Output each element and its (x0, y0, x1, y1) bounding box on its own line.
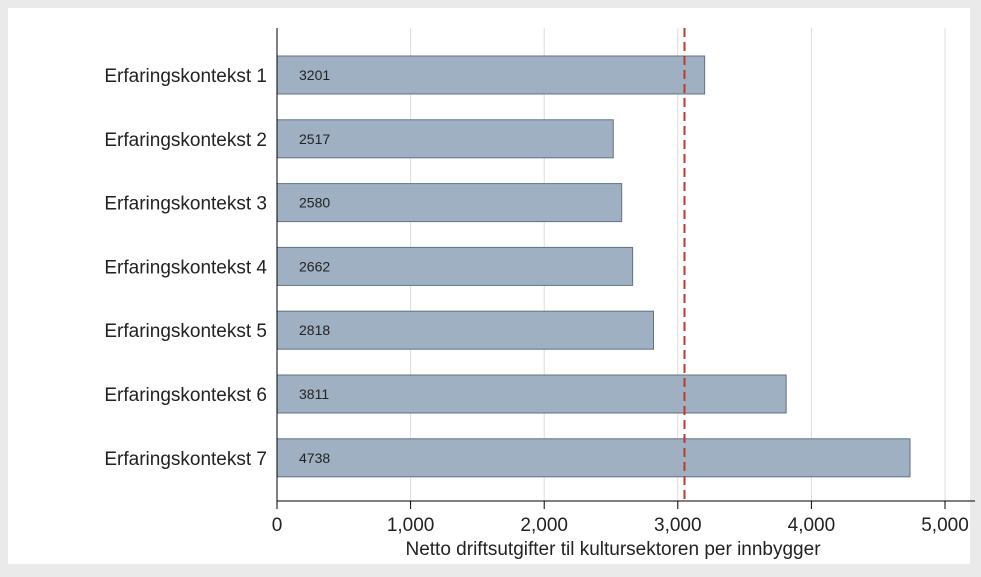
axes-group (276, 28, 975, 509)
category-label: Erfaringskontekst 1 (104, 66, 267, 87)
bar-value-label: 2517 (299, 131, 330, 147)
x-tick-label: 5,000 (921, 515, 969, 536)
x-tick-label: 0 (272, 515, 283, 536)
bar-2 (276, 119, 614, 159)
x-tick-label: 4,000 (788, 515, 836, 536)
category-label: Erfaringskontekst 2 (104, 130, 267, 151)
category-label: Erfaringskontekst 7 (104, 449, 267, 470)
x-tick-label: 1,000 (387, 515, 435, 536)
x-axis-title: Netto driftsutgifter til kultursektoren … (405, 539, 821, 560)
bar-5 (276, 310, 654, 350)
bar-value-label: 3811 (299, 386, 329, 402)
x-tick-label: 2,000 (520, 515, 568, 536)
bar-4 (276, 246, 634, 286)
category-label: Erfaringskontekst 5 (104, 321, 267, 342)
category-label: Erfaringskontekst 4 (104, 257, 267, 278)
bar-6 (276, 374, 787, 414)
bar-value-label: 2818 (299, 322, 330, 338)
bar-1 (276, 55, 706, 95)
bar-7 (276, 438, 911, 478)
x-tick-label: 3,000 (654, 515, 702, 536)
bar-value-label: 3201 (299, 67, 330, 83)
category-label: Erfaringskontekst 3 (104, 194, 267, 215)
bar-value-label: 2580 (299, 195, 330, 211)
bar-value-label: 2662 (299, 258, 330, 274)
bar-value-label: 4738 (299, 450, 330, 466)
labels-group: 3201 Erfaringskontekst 1 2517 Erfaringskont… (104, 66, 968, 560)
category-label: Erfaringskontekst 6 (104, 385, 267, 406)
